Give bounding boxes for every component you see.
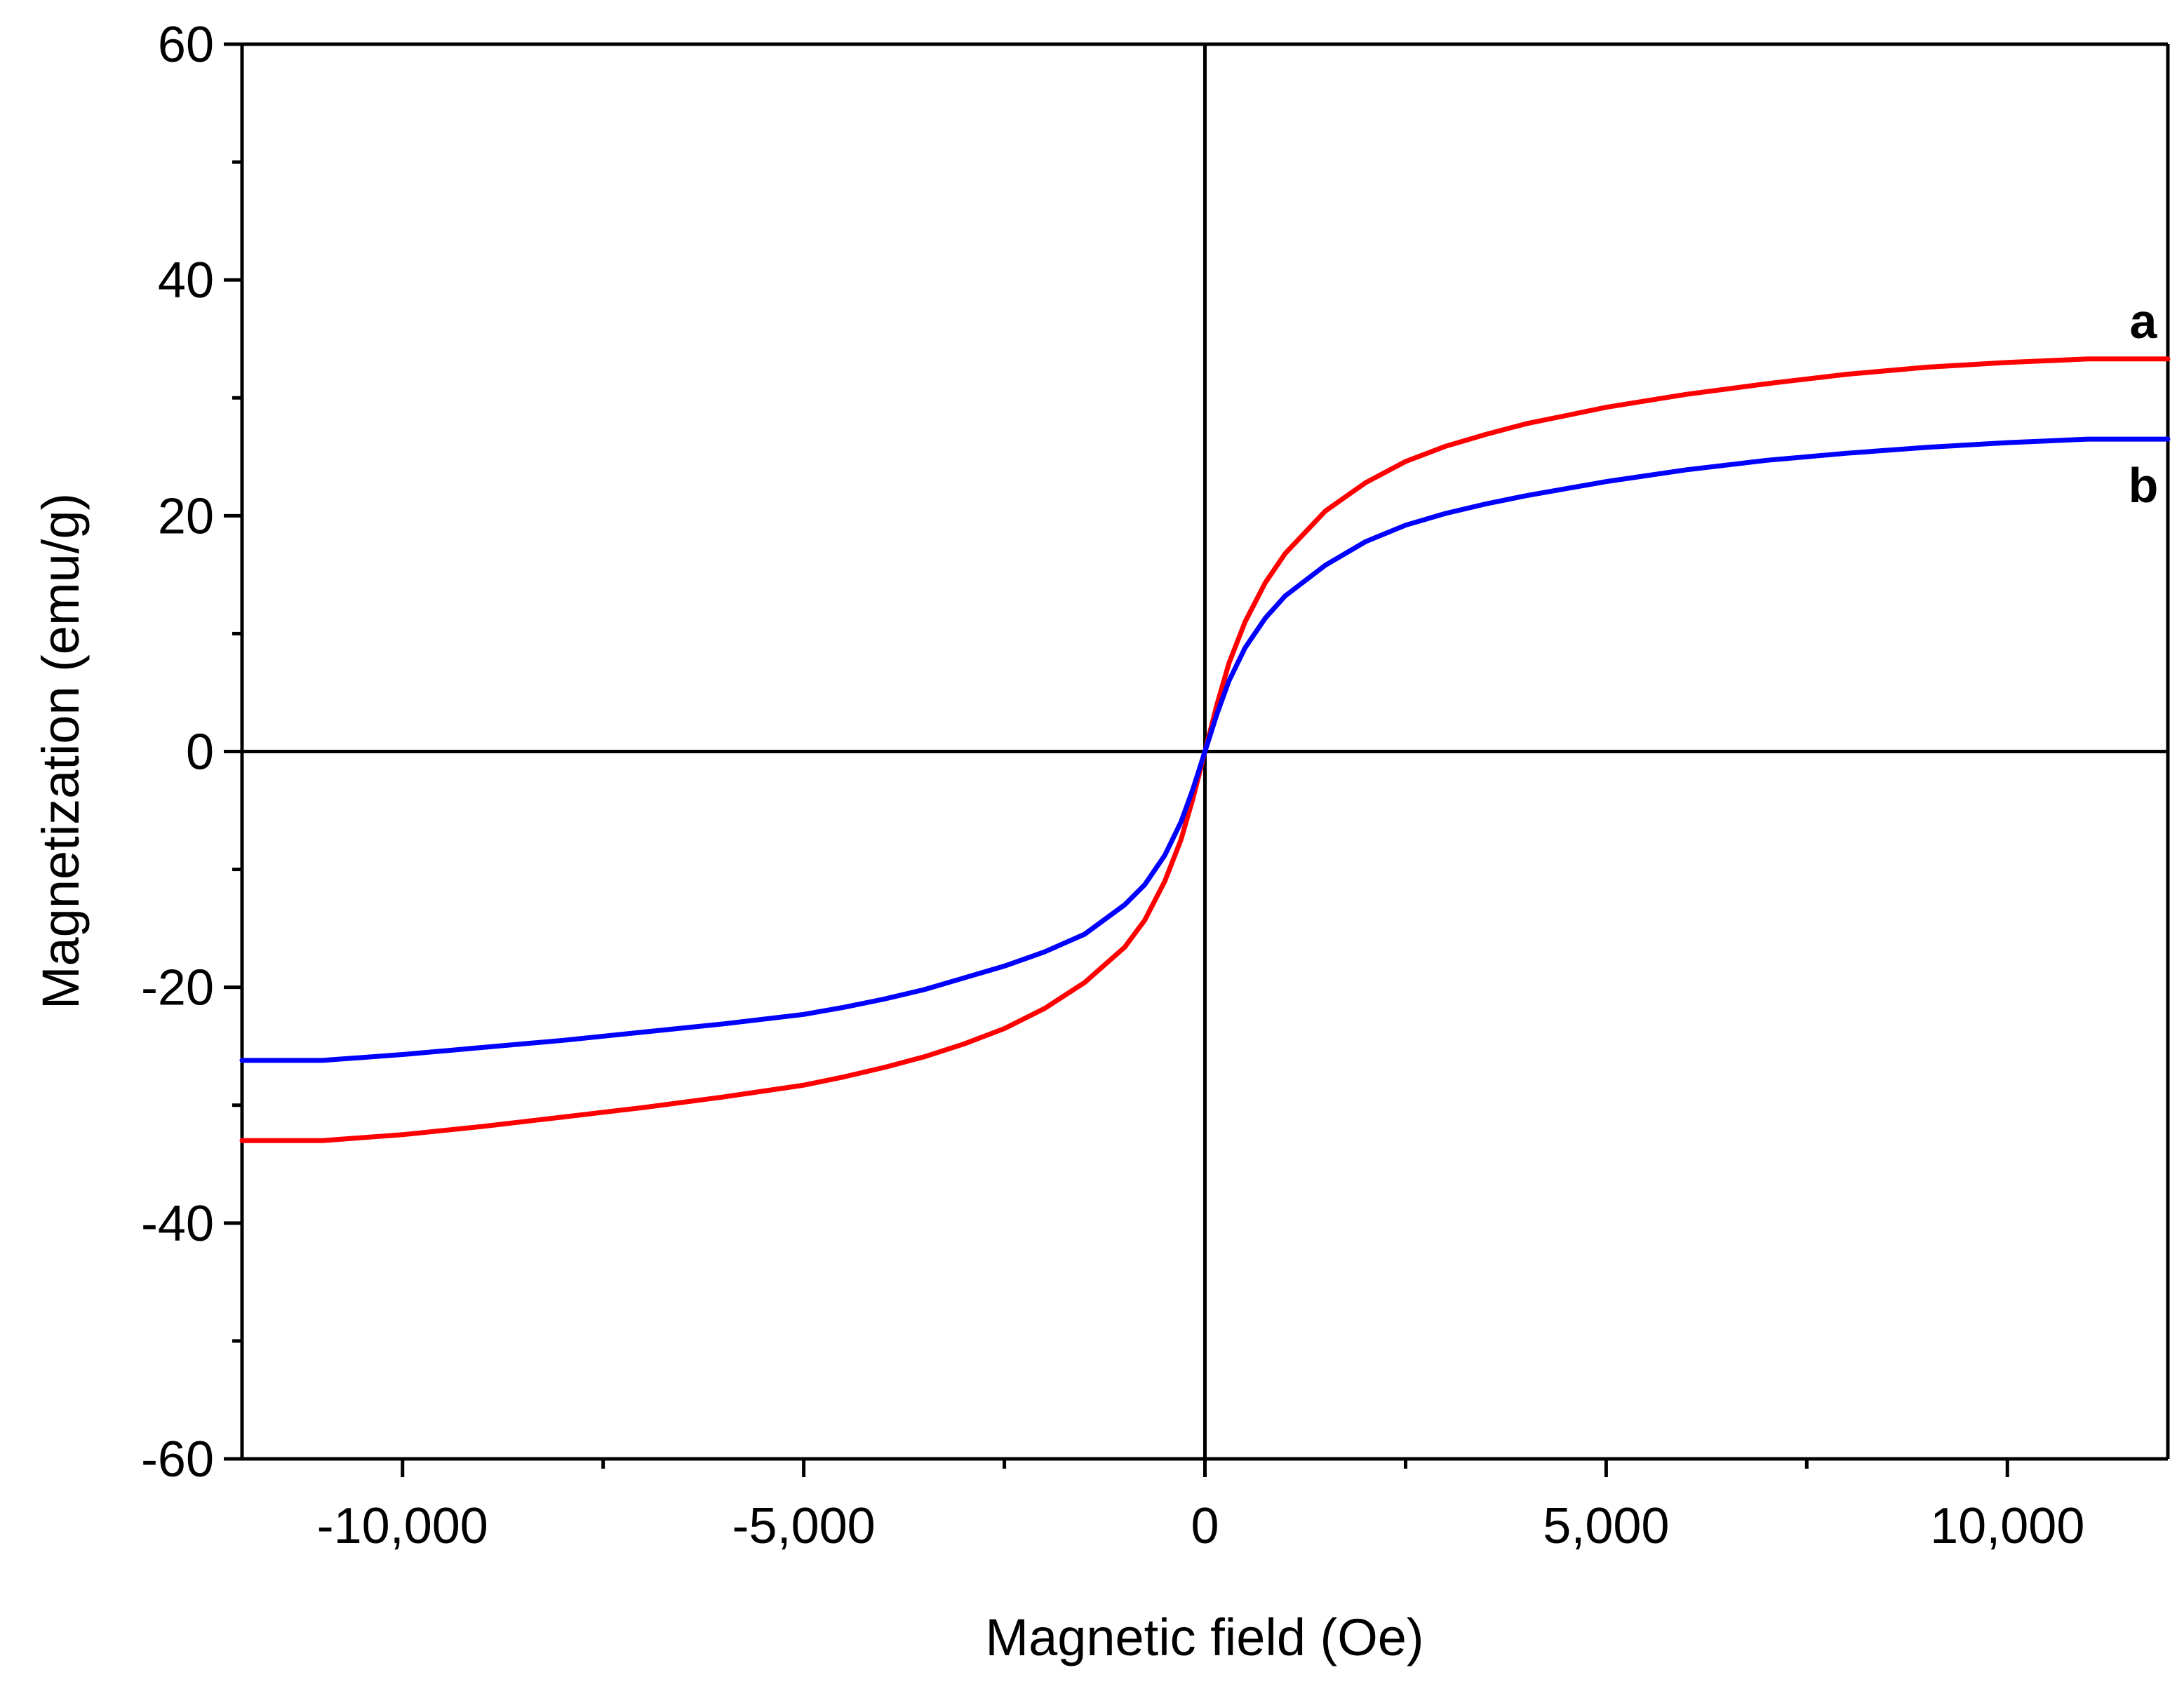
y-tick-label: 0 xyxy=(186,725,214,781)
series-labels: ab xyxy=(2129,294,2159,513)
y-tick-label: -60 xyxy=(141,1432,214,1488)
y-tick-label: 40 xyxy=(158,252,214,309)
x-tick-label: 0 xyxy=(1191,1498,1219,1554)
x-tick-label: 10,000 xyxy=(1930,1498,2084,1554)
y-axis-ticks: -60 -40 -20 0 20 40 60 xyxy=(141,17,242,1488)
series-line-b xyxy=(239,436,2171,1063)
y-tick-label: -20 xyxy=(141,960,214,1016)
x-axis-ticks: -10,000 -5,000 0 5,000 10,000 xyxy=(317,1459,2084,1554)
x-tick-label: -10,000 xyxy=(317,1498,488,1554)
data-series xyxy=(239,356,2171,1143)
x-axis-title: Magnetic field (Oe) xyxy=(985,1608,1423,1666)
x-tick-label: -5,000 xyxy=(732,1498,876,1554)
y-tick-label: -40 xyxy=(141,1196,214,1252)
y-tick-label: 60 xyxy=(158,17,214,73)
series-label-a: a xyxy=(2130,294,2158,349)
y-axis-title: Magnetization (emu/g) xyxy=(32,493,90,1009)
y-tick-label: 20 xyxy=(158,488,214,544)
x-tick-label: 5,000 xyxy=(1543,1498,1669,1554)
series-label-b: b xyxy=(2129,458,2159,513)
